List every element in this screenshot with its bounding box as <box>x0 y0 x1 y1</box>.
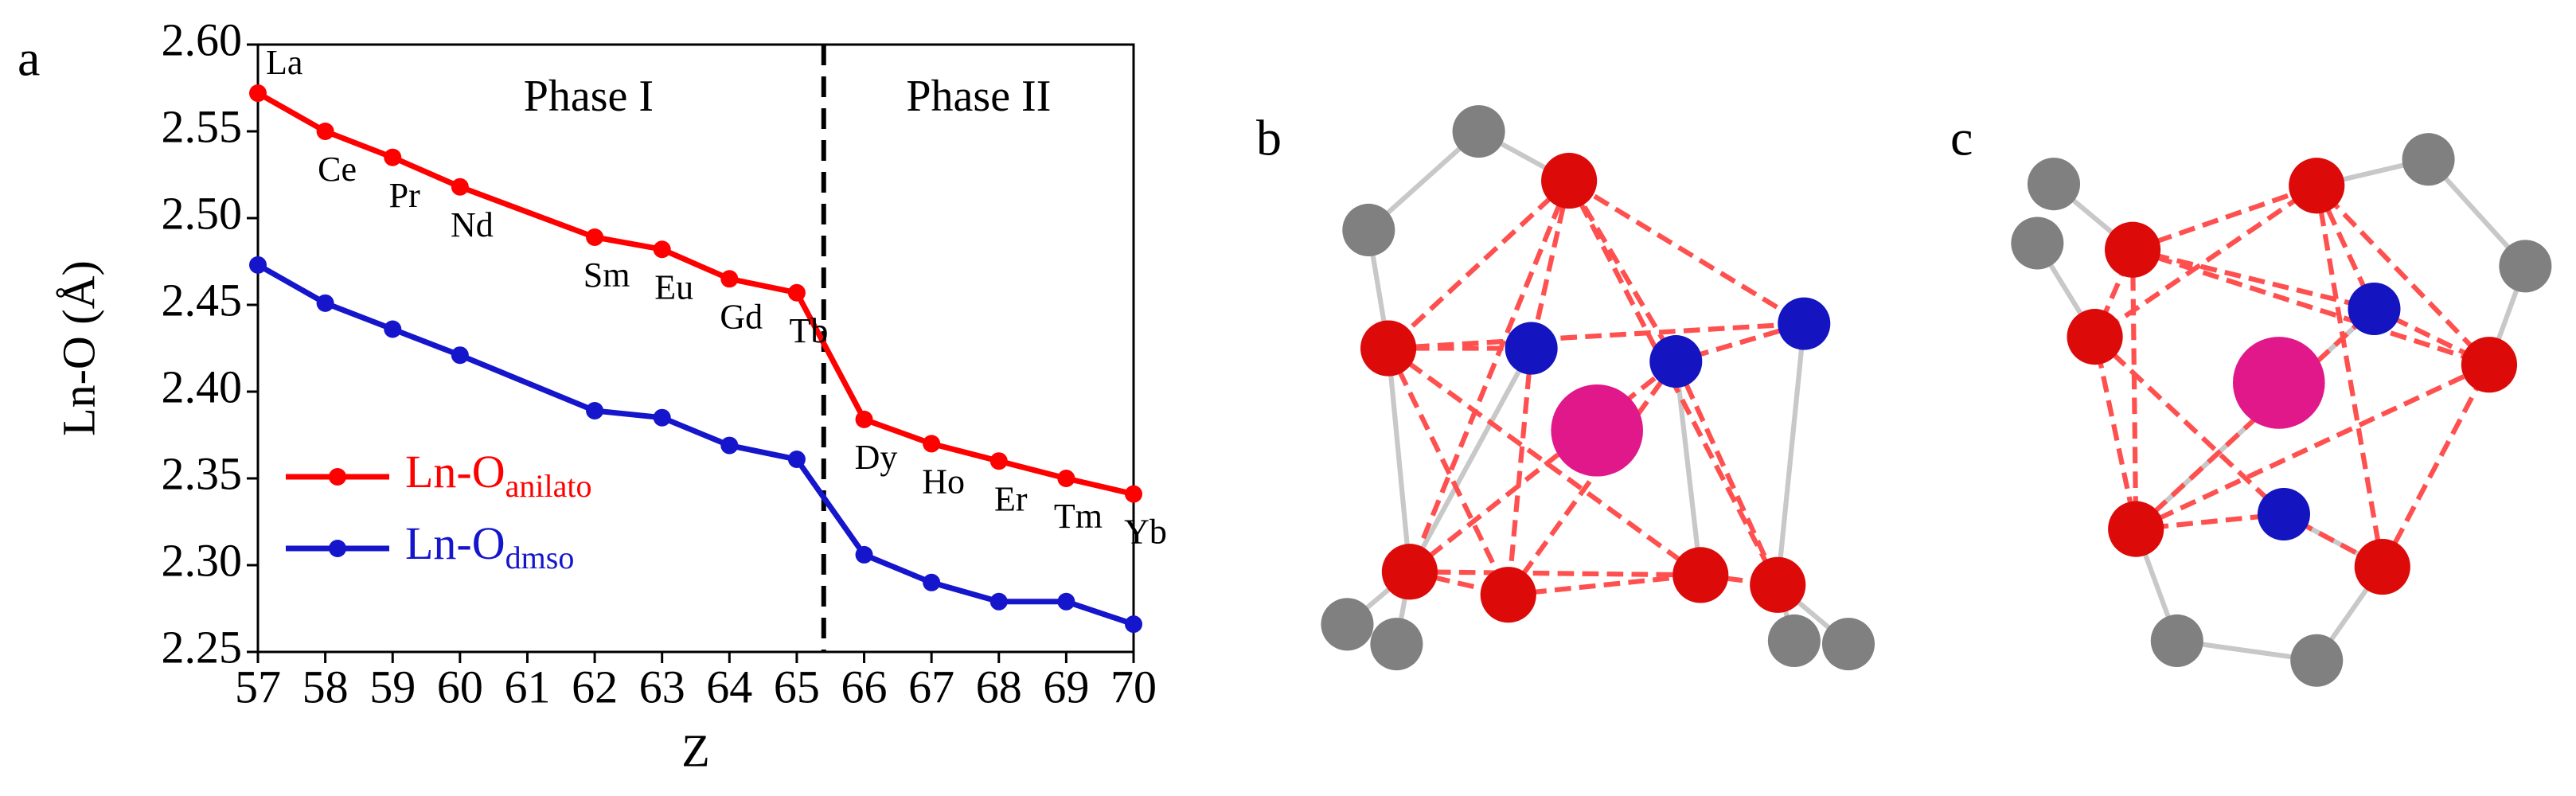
point-label: Tb <box>789 311 828 350</box>
panel-label: c <box>1950 110 1973 166</box>
legend-marker <box>329 468 346 486</box>
data-point <box>451 178 469 196</box>
data-point <box>249 84 267 103</box>
legend-name: Ln-O <box>405 517 505 569</box>
point-label: Ho <box>922 462 965 501</box>
data-point <box>720 436 739 455</box>
point-label: Tm <box>1054 497 1103 536</box>
point-label: Dy <box>855 438 898 477</box>
molecule-b <box>1321 105 1875 671</box>
data-point <box>384 320 402 338</box>
data-point <box>1057 470 1075 487</box>
data-point <box>989 592 1008 611</box>
data-point <box>855 410 873 428</box>
legend-label: Ln-Oanilato <box>405 446 592 504</box>
x-tick-label: 70 <box>1110 661 1157 712</box>
data-point <box>855 545 873 564</box>
x-tick-label: 57 <box>235 661 281 712</box>
y-axis-label: Ln-O (Å) <box>53 260 104 436</box>
x-tick-label: 58 <box>302 661 349 712</box>
x-tick-label: 63 <box>639 661 685 712</box>
point-label: Nd <box>451 205 494 244</box>
y-tick-label: 2.60 <box>162 14 243 65</box>
point-label: Gd <box>720 297 763 336</box>
x-tick-label: 68 <box>976 661 1022 712</box>
x-tick-label: 60 <box>437 661 483 712</box>
point-label: Eu <box>654 267 693 306</box>
x-tick-label: 62 <box>572 661 618 712</box>
data-point <box>451 346 469 365</box>
legend-name: Ln-O <box>405 446 505 498</box>
phase-label: Phase I <box>524 72 654 121</box>
x-tick-label: 66 <box>841 661 888 712</box>
data-point <box>653 408 671 427</box>
phase-label: Phase II <box>906 72 1051 121</box>
data-point <box>316 294 334 312</box>
panel-label: b <box>1256 110 1282 166</box>
legend-subscript: dmso <box>505 540 575 576</box>
data-point <box>787 451 806 469</box>
point-label: Er <box>994 479 1028 518</box>
point-label: La <box>266 43 302 82</box>
data-point <box>653 240 671 259</box>
panel-label: a <box>18 30 40 87</box>
data-point <box>1057 592 1075 611</box>
y-tick-label: 2.50 <box>162 187 243 239</box>
y-tick-label: 2.30 <box>162 534 243 586</box>
molecule-c <box>2011 133 2552 687</box>
point-label: Pr <box>389 176 420 215</box>
y-tick-label: 2.40 <box>162 361 243 412</box>
x-tick-label: 67 <box>908 661 954 712</box>
x-tick-label: 61 <box>504 661 550 712</box>
x-tick-label: 69 <box>1043 661 1089 712</box>
data-point <box>1125 485 1142 503</box>
y-tick-label: 2.55 <box>162 100 243 152</box>
plot-frame <box>256 43 1135 654</box>
y-tick-label: 2.45 <box>162 274 243 326</box>
legend-marker <box>329 540 346 557</box>
y-tick-label: 2.25 <box>162 621 243 673</box>
y-tick-label: 2.35 <box>162 447 243 499</box>
series-line <box>256 262 1135 627</box>
point-label: Ce <box>318 150 357 189</box>
point-label: Yb <box>1124 513 1167 552</box>
data-point <box>1125 615 1142 634</box>
x-axis-label: Z <box>681 724 709 776</box>
x-tick-label: 65 <box>774 661 820 712</box>
x-tick-label: 64 <box>706 661 752 712</box>
data-point <box>384 148 402 166</box>
legend-subscript: anilato <box>505 468 592 504</box>
data-point <box>586 401 604 419</box>
legend-label: Ln-Odmso <box>405 517 574 576</box>
data-point <box>316 123 334 140</box>
x-tick-label: 59 <box>369 661 416 712</box>
data-point <box>586 228 604 246</box>
data-point <box>720 270 739 288</box>
data-point <box>923 435 941 453</box>
point-label: Sm <box>584 256 630 295</box>
data-point <box>787 283 806 302</box>
data-point <box>249 256 267 274</box>
data-point <box>923 573 941 591</box>
data-point <box>989 452 1008 470</box>
